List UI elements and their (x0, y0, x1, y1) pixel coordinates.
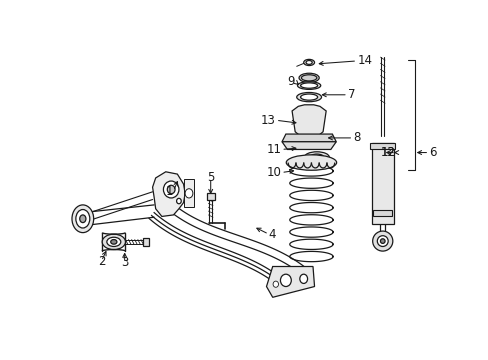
Ellipse shape (299, 274, 307, 283)
Bar (206, 193, 214, 199)
Ellipse shape (102, 234, 125, 249)
Ellipse shape (285, 155, 336, 170)
Polygon shape (266, 266, 314, 297)
Ellipse shape (280, 274, 291, 287)
Ellipse shape (297, 82, 320, 89)
Text: 10: 10 (266, 166, 281, 179)
Text: 9: 9 (287, 75, 295, 88)
Ellipse shape (303, 59, 314, 66)
Bar (371, 143, 393, 224)
Ellipse shape (309, 154, 323, 160)
Ellipse shape (296, 93, 321, 102)
Ellipse shape (304, 152, 328, 163)
Ellipse shape (377, 236, 387, 247)
Bar (373, 210, 391, 216)
Ellipse shape (272, 281, 278, 287)
Ellipse shape (107, 237, 121, 247)
Text: 1: 1 (165, 185, 173, 198)
Text: 4: 4 (268, 228, 276, 240)
Ellipse shape (300, 83, 317, 88)
Ellipse shape (80, 215, 86, 222)
Ellipse shape (72, 205, 94, 233)
Text: 14: 14 (356, 54, 371, 67)
Ellipse shape (299, 73, 319, 82)
Bar (369, 143, 394, 149)
Ellipse shape (185, 189, 192, 198)
Polygon shape (152, 172, 185, 216)
Polygon shape (282, 142, 336, 149)
Text: 6: 6 (428, 146, 436, 159)
Polygon shape (183, 180, 194, 207)
Text: 12: 12 (380, 146, 395, 159)
Bar (142, 238, 148, 246)
Ellipse shape (176, 198, 181, 204)
Ellipse shape (163, 181, 179, 198)
Text: 13: 13 (261, 114, 275, 127)
Text: 5: 5 (206, 171, 214, 184)
Text: 8: 8 (352, 131, 360, 144)
Polygon shape (282, 134, 336, 142)
Ellipse shape (300, 94, 317, 100)
Polygon shape (291, 105, 325, 136)
Ellipse shape (110, 239, 117, 244)
Ellipse shape (167, 185, 175, 194)
Ellipse shape (380, 239, 384, 243)
Ellipse shape (76, 210, 90, 228)
Ellipse shape (301, 75, 316, 81)
Ellipse shape (305, 60, 311, 64)
Ellipse shape (372, 231, 392, 251)
Text: 12: 12 (380, 146, 395, 159)
Text: 7: 7 (347, 88, 355, 101)
Text: 11: 11 (265, 143, 281, 156)
Text: 2: 2 (98, 255, 105, 267)
Text: 3: 3 (121, 256, 128, 269)
